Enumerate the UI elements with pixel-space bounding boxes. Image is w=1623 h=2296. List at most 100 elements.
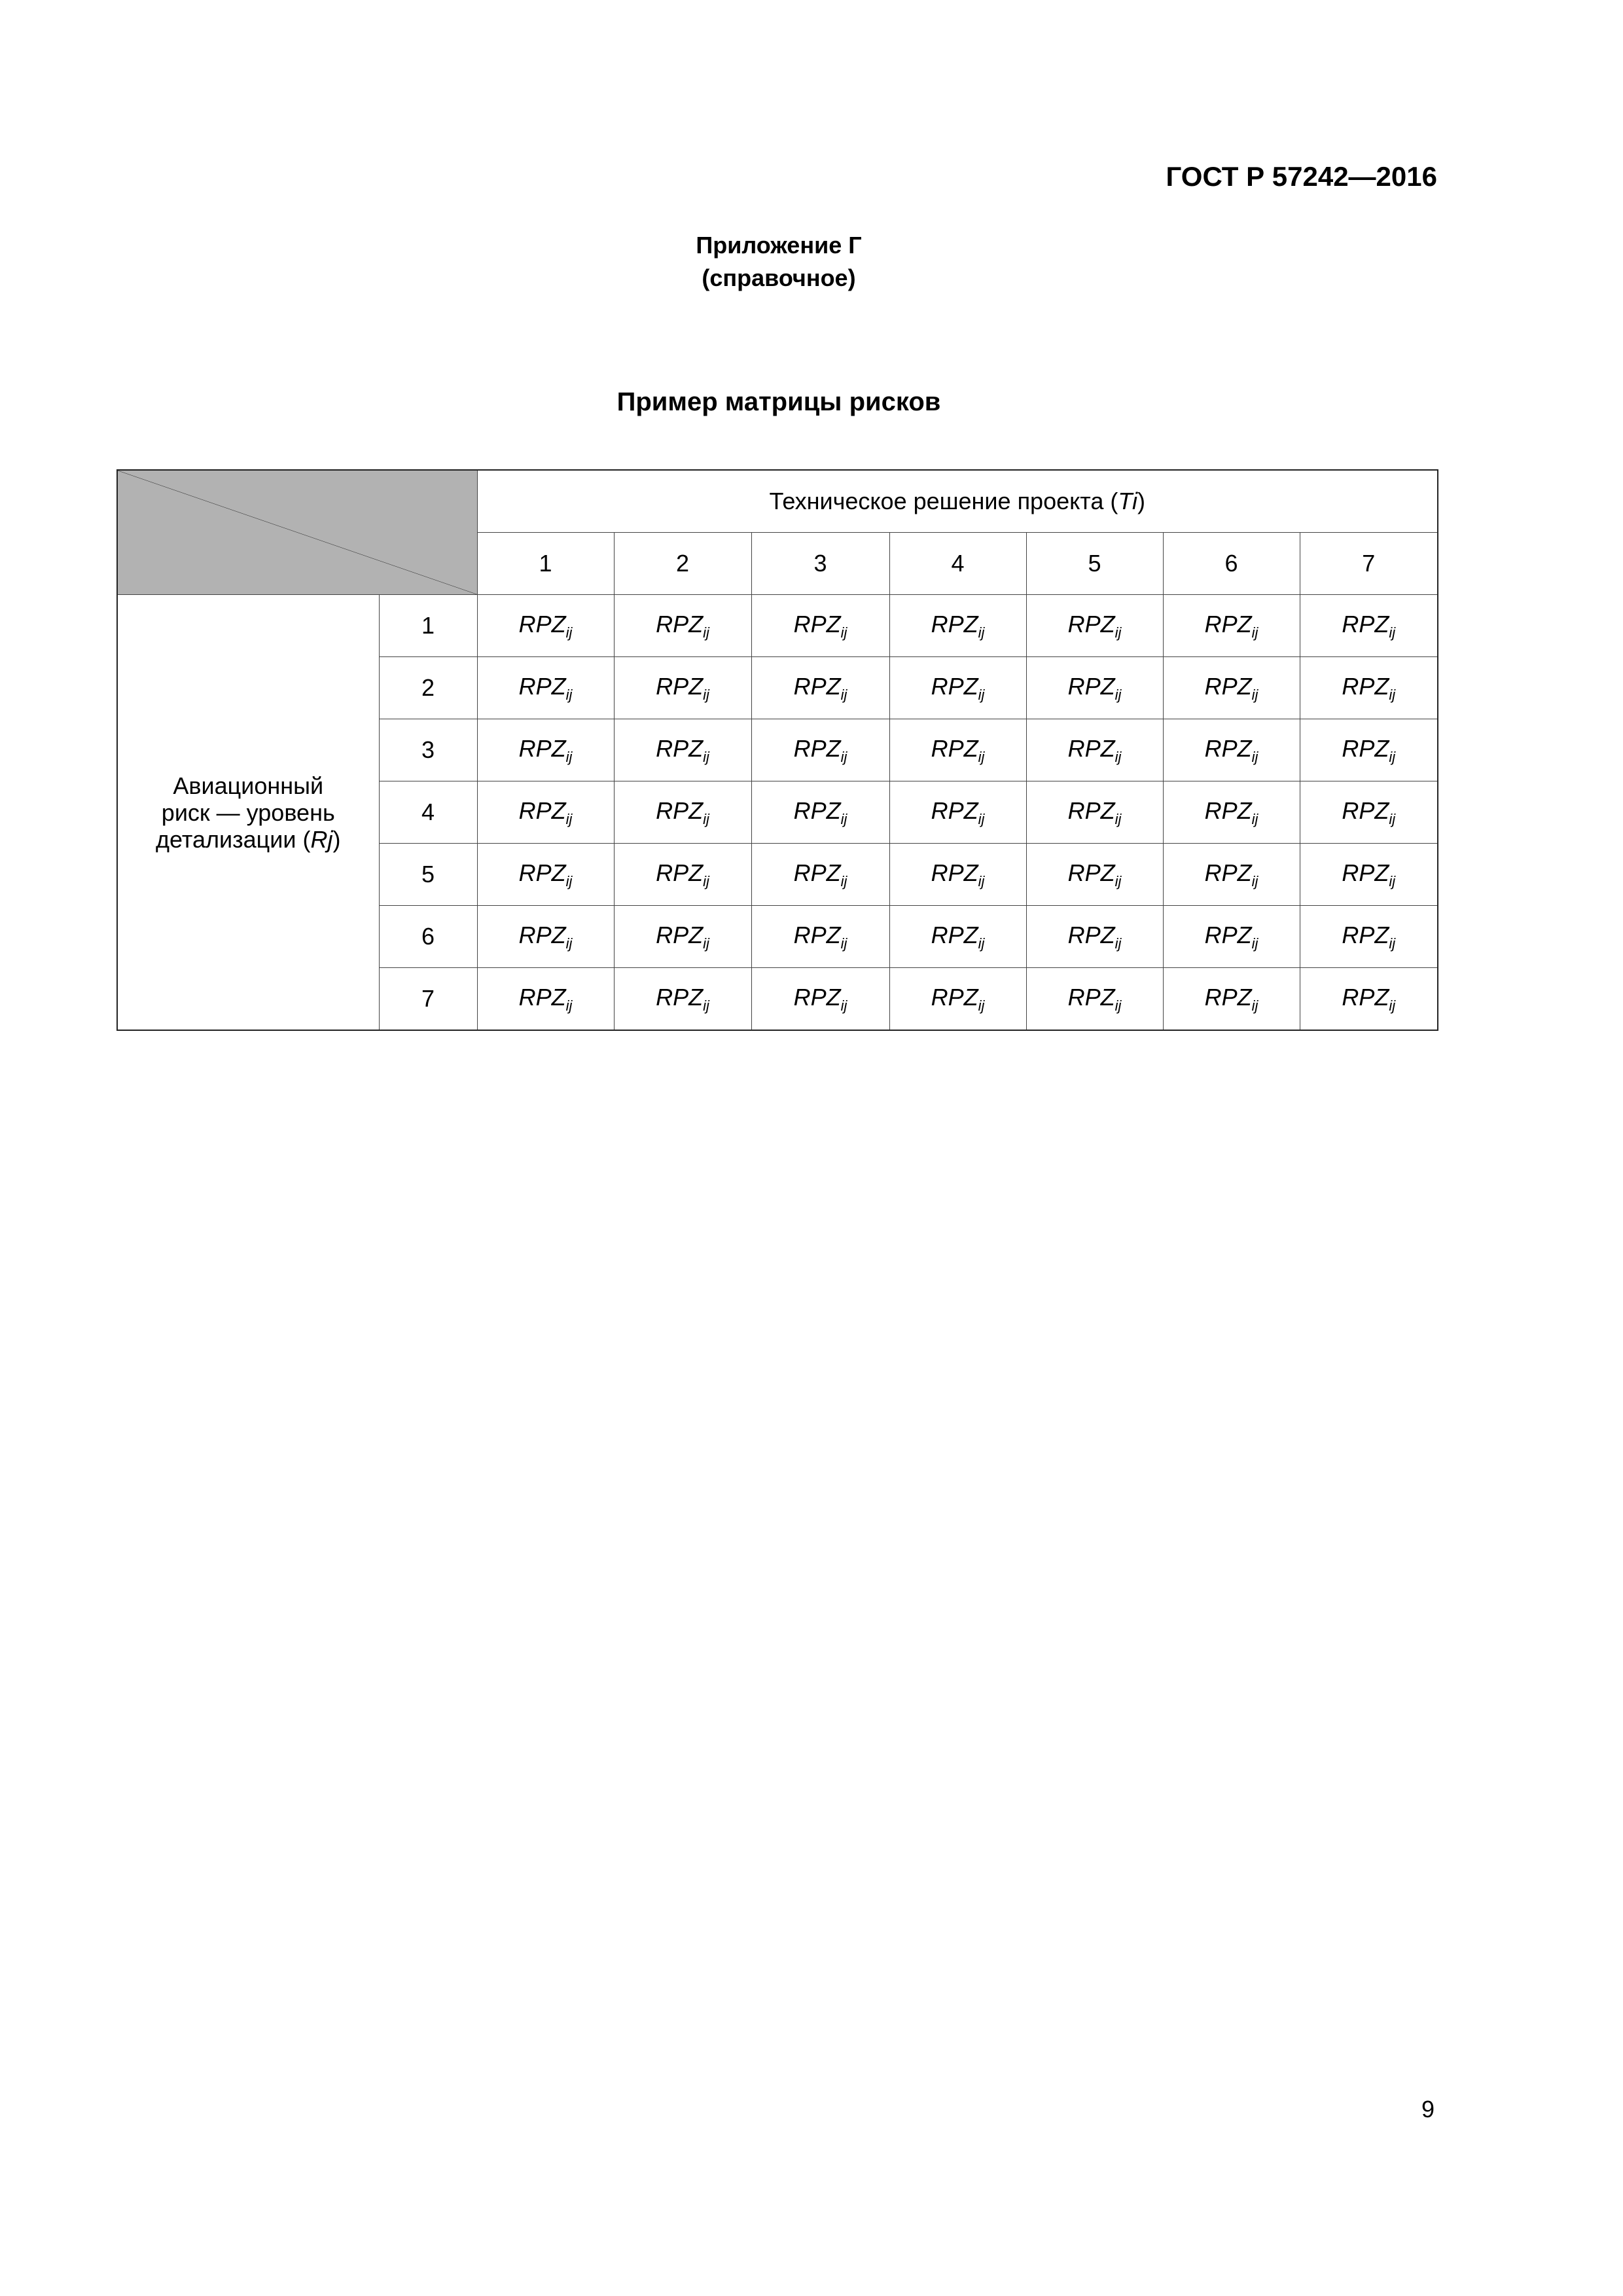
- cell-symbol: RPZ: [656, 983, 704, 1011]
- cell-subscript: ij: [978, 997, 985, 1014]
- matrix-cell: RPZij: [1299, 719, 1438, 781]
- cell-subscript: ij: [1389, 624, 1396, 641]
- matrix-cell: RPZij: [1299, 656, 1438, 719]
- cell-subscript: ij: [1389, 686, 1396, 703]
- cell-symbol: RPZ: [793, 734, 841, 762]
- matrix-cell: RPZij: [476, 656, 615, 719]
- cell-subscript: ij: [1389, 810, 1396, 827]
- cell-subscript: ij: [703, 624, 709, 641]
- cell-subscript: ij: [1115, 748, 1122, 765]
- cell-subscript: ij: [840, 686, 847, 703]
- cell-subscript: ij: [1389, 997, 1396, 1014]
- cell-symbol: RPZ: [656, 734, 704, 762]
- cell-symbol: RPZ: [518, 859, 566, 886]
- cell-symbol: RPZ: [1342, 983, 1389, 1011]
- matrix-cell: RPZij: [1162, 594, 1300, 657]
- cell-subscript: ij: [1389, 872, 1396, 889]
- cell-symbol: RPZ: [793, 610, 841, 637]
- matrix-cell: RPZij: [751, 719, 890, 781]
- row-header: 7: [378, 967, 478, 1031]
- cell-symbol: RPZ: [1067, 797, 1115, 824]
- cell-subscript: ij: [1251, 935, 1258, 952]
- cell-subscript: ij: [840, 997, 847, 1014]
- cell-subscript: ij: [1389, 748, 1396, 765]
- cell-subscript: ij: [1115, 872, 1122, 889]
- cell-symbol: RPZ: [1342, 797, 1389, 824]
- matrix-cell: RPZij: [1026, 719, 1164, 781]
- cell-symbol: RPZ: [931, 983, 978, 1011]
- matrix-cell: RPZij: [889, 843, 1027, 906]
- row-header: 6: [378, 905, 478, 968]
- cell-symbol: RPZ: [1204, 983, 1252, 1011]
- column-group-label: Техническое решение проекта (: [769, 488, 1118, 514]
- matrix-cell: RPZij: [613, 905, 752, 968]
- column-group-close: ): [1137, 488, 1146, 514]
- matrix-cell: RPZij: [1026, 656, 1164, 719]
- cell-symbol: RPZ: [1067, 859, 1115, 886]
- appendix-title: Приложение Г: [696, 232, 862, 259]
- cell-subscript: ij: [565, 935, 573, 952]
- matrix-cell: RPZij: [751, 656, 890, 719]
- column-header: 3: [751, 532, 890, 595]
- cell-symbol: RPZ: [1342, 734, 1389, 762]
- matrix-cell: RPZij: [1299, 905, 1438, 968]
- matrix-cell: RPZij: [476, 843, 615, 906]
- table-row: 3 RPZij RPZij RPZij RPZij RPZij RPZij RPZij: [117, 719, 1438, 781]
- matrix-cell: RPZij: [1026, 781, 1164, 844]
- corner-header-cell: [116, 469, 478, 595]
- cell-symbol: RPZ: [656, 672, 704, 700]
- cell-subscript: ij: [1115, 686, 1122, 703]
- cell-subscript: ij: [978, 935, 985, 952]
- matrix-cell: RPZij: [1026, 843, 1164, 906]
- table-row: 2 RPZij RPZij RPZij RPZij RPZij RPZij RPZij: [117, 656, 1438, 719]
- cell-symbol: RPZ: [931, 672, 978, 700]
- matrix-cell: RPZij: [751, 781, 890, 844]
- cell-symbol: RPZ: [1067, 672, 1115, 700]
- matrix-cell: RPZij: [476, 594, 615, 657]
- cell-symbol: RPZ: [1342, 921, 1389, 948]
- column-header: 7: [1299, 532, 1438, 595]
- cell-subscript: ij: [1251, 624, 1258, 641]
- matrix-cell: RPZij: [476, 905, 615, 968]
- cell-subscript: ij: [1115, 997, 1122, 1014]
- cell-symbol: RPZ: [793, 672, 841, 700]
- cell-subscript: ij: [1251, 872, 1258, 889]
- cell-subscript: ij: [1251, 686, 1258, 703]
- cell-symbol: RPZ: [656, 610, 704, 637]
- column-group-variable: Ti: [1118, 488, 1138, 514]
- cell-subscript: ij: [703, 686, 709, 703]
- matrix-cell: RPZij: [476, 719, 615, 781]
- cell-subscript: ij: [1251, 810, 1258, 827]
- cell-symbol: RPZ: [1067, 921, 1115, 948]
- cell-symbol: RPZ: [1067, 983, 1115, 1011]
- matrix-cell: RPZij: [1299, 967, 1438, 1031]
- cell-symbol: RPZ: [1204, 610, 1252, 637]
- matrix-cell: RPZij: [889, 905, 1027, 968]
- matrix-cell: RPZij: [751, 594, 890, 657]
- matrix-cell: RPZij: [751, 905, 890, 968]
- cell-subscript: ij: [978, 686, 985, 703]
- matrix-cell: RPZij: [1162, 967, 1300, 1031]
- cell-symbol: RPZ: [793, 983, 841, 1011]
- cell-subscript: ij: [703, 935, 709, 952]
- cell-subscript: ij: [840, 624, 847, 641]
- cell-symbol: RPZ: [518, 983, 566, 1011]
- cell-symbol: RPZ: [518, 797, 566, 824]
- column-group-header: Техническое решение проекта (Ti): [476, 469, 1438, 533]
- cell-subscript: ij: [1251, 748, 1258, 765]
- cell-symbol: RPZ: [518, 672, 566, 700]
- cell-symbol: RPZ: [1204, 734, 1252, 762]
- cell-symbol: RPZ: [1067, 610, 1115, 637]
- cell-symbol: RPZ: [793, 797, 841, 824]
- column-header: 1: [476, 532, 615, 595]
- matrix-cell: RPZij: [1162, 781, 1300, 844]
- cell-subscript: ij: [1251, 997, 1258, 1014]
- cell-symbol: RPZ: [931, 734, 978, 762]
- matrix-cell: RPZij: [889, 656, 1027, 719]
- column-header: 6: [1162, 532, 1300, 595]
- matrix-cell: RPZij: [476, 781, 615, 844]
- row-group-label-line: Авиационный: [173, 772, 324, 799]
- cell-symbol: RPZ: [1204, 797, 1252, 824]
- matrix-cell: RPZij: [613, 719, 752, 781]
- cell-symbol: RPZ: [793, 921, 841, 948]
